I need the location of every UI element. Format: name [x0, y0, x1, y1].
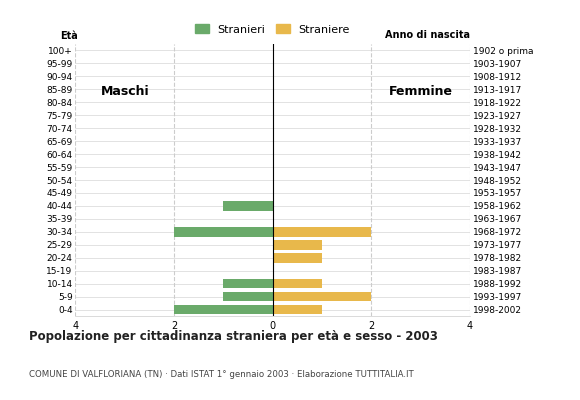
- Bar: [174, 305, 273, 314]
- Text: Maschi: Maschi: [100, 86, 149, 98]
- Bar: [273, 253, 322, 262]
- Text: Età: Età: [61, 32, 78, 42]
- Bar: [273, 305, 322, 314]
- Bar: [223, 292, 273, 302]
- Bar: [223, 279, 273, 288]
- Bar: [273, 240, 322, 250]
- Text: Femmine: Femmine: [389, 86, 452, 98]
- Text: COMUNE DI VALFLORIANA (TN) · Dati ISTAT 1° gennaio 2003 · Elaborazione TUTTITALI: COMUNE DI VALFLORIANA (TN) · Dati ISTAT …: [29, 370, 414, 379]
- Bar: [223, 201, 273, 211]
- Bar: [273, 292, 371, 302]
- Legend: Stranieri, Straniere: Stranieri, Straniere: [191, 20, 354, 39]
- Bar: [273, 227, 371, 237]
- Text: Popolazione per cittadinanza straniera per età e sesso - 2003: Popolazione per cittadinanza straniera p…: [29, 330, 438, 343]
- Bar: [174, 227, 273, 237]
- Bar: [273, 279, 322, 288]
- Text: Anno di nascita: Anno di nascita: [385, 30, 470, 40]
